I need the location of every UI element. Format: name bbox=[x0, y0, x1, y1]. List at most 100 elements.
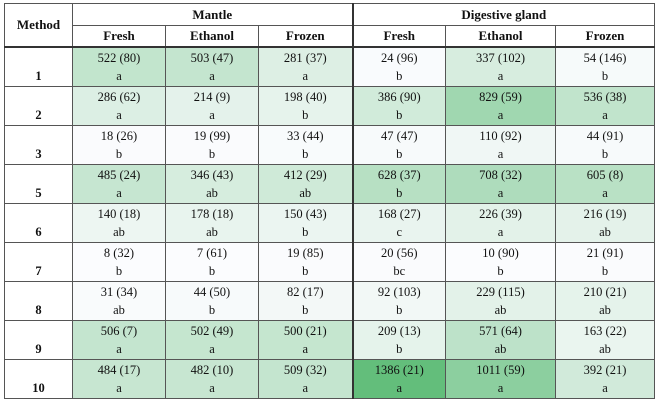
mean-sd: 386 (90) bbox=[377, 89, 421, 104]
group-header-digestive-gland: Digestive gland bbox=[351, 3, 656, 26]
value-cell: 503 (47) a bbox=[165, 46, 259, 87]
value-cell: 286 (62) a bbox=[72, 85, 166, 126]
mean-sd: 18 (26) bbox=[100, 128, 138, 143]
mean-sd: 1386 (21) bbox=[374, 362, 424, 377]
value-cell: 281 (37) a bbox=[257, 46, 354, 87]
mean-sd: 140 (18) bbox=[97, 206, 141, 221]
mean-sd: 31 (34) bbox=[100, 284, 138, 299]
mean-sd: 503 (47) bbox=[190, 50, 234, 65]
significance-group: b bbox=[115, 146, 123, 161]
significance-group: b bbox=[601, 146, 609, 161]
method-cell: 9 bbox=[4, 319, 73, 360]
significance-group: ab bbox=[113, 302, 125, 317]
table-row: 10 484 (17) a 482 (10) a 509 (32) a 1386 (21) a 1… bbox=[4, 358, 656, 399]
significance-group: a bbox=[302, 68, 309, 83]
significance-group: b bbox=[302, 146, 309, 161]
value-cell: 605 (8) a bbox=[555, 163, 656, 204]
mean-sd: 82 (17) bbox=[287, 284, 324, 299]
significance-group: a bbox=[602, 185, 608, 200]
significance-group: b bbox=[396, 107, 403, 122]
significance-group: b bbox=[208, 263, 216, 278]
value-cell: 485 (24) a bbox=[72, 163, 166, 204]
significance-group: b bbox=[302, 302, 309, 317]
value-cell: 140 (18) ab bbox=[72, 202, 166, 243]
value-cell: 829 (59) a bbox=[445, 85, 557, 126]
significance-group: a bbox=[497, 107, 504, 122]
mean-sd: 337 (102) bbox=[476, 50, 525, 65]
method-cell: 5 bbox=[4, 163, 73, 204]
significance-group: c bbox=[396, 224, 403, 239]
value-cell: 484 (17) a bbox=[72, 358, 166, 399]
value-cell: 708 (32) a bbox=[445, 163, 557, 204]
significance-group: a bbox=[302, 380, 309, 395]
mean-sd: 92 (103) bbox=[377, 284, 421, 299]
significance-group: ab bbox=[206, 185, 218, 200]
significance-group: b bbox=[497, 263, 504, 278]
mean-sd: 229 (115) bbox=[476, 284, 525, 299]
significance-group: a bbox=[396, 380, 403, 395]
mean-sd: 20 (56) bbox=[381, 245, 418, 260]
value-cell: 21 (91) b bbox=[555, 241, 656, 282]
mean-sd: 708 (32) bbox=[479, 167, 522, 182]
value-cell: 47 (47) b bbox=[351, 124, 447, 165]
value-cell: 33 (44) b bbox=[257, 124, 354, 165]
value-cell: 226 (39) a bbox=[445, 202, 557, 243]
mean-sd: 500 (21) bbox=[283, 323, 327, 338]
significance-group: b bbox=[208, 146, 216, 161]
value-cell: 198 (40) b bbox=[257, 85, 354, 126]
mean-sd: 44 (91) bbox=[586, 128, 624, 143]
mean-sd: 47 (47) bbox=[381, 128, 418, 143]
significance-group: a bbox=[116, 380, 122, 395]
table-row: 1 522 (80) a 503 (47) a 281 (37) a 24 (96) b 337 … bbox=[4, 46, 656, 87]
value-cell: 19 (85) b bbox=[257, 241, 354, 282]
value-cell: 110 (92) a bbox=[445, 124, 557, 165]
value-cell: 214 (9) a bbox=[165, 85, 259, 126]
mean-sd: 110 (92) bbox=[479, 128, 522, 143]
significance-group: a bbox=[497, 380, 504, 395]
mean-sd: 168 (27) bbox=[377, 206, 421, 221]
significance-group: b bbox=[396, 185, 403, 200]
value-cell: 150 (43) b bbox=[257, 202, 354, 243]
significance-group: a bbox=[497, 185, 504, 200]
significance-group: ab bbox=[599, 302, 611, 317]
significance-group: ab bbox=[299, 185, 312, 200]
value-cell: 44 (50) b bbox=[165, 280, 259, 321]
significance-group: b bbox=[601, 68, 609, 83]
value-cell: 1011 (59) a bbox=[445, 358, 557, 399]
mean-sd: 214 (9) bbox=[193, 89, 231, 104]
significance-group: a bbox=[116, 341, 122, 356]
method-header: Method bbox=[4, 3, 73, 47]
column-header: Fresh bbox=[351, 25, 447, 47]
method-cell: 2 bbox=[4, 85, 73, 126]
significance-group: a bbox=[209, 341, 215, 356]
value-cell: 500 (21) a bbox=[257, 319, 354, 360]
mean-sd: 216 (19) bbox=[583, 206, 627, 221]
mean-sd: 536 (38) bbox=[583, 89, 627, 104]
column-header: Ethanol bbox=[165, 25, 259, 47]
table-row: 7 8 (32) b 7 (61) b 19 (85) b 20 (56) bc 10 (90) b… bbox=[4, 241, 656, 282]
table-row: 6 140 (18) ab 178 (18) ab 150 (43) b 168 (27) c 2… bbox=[4, 202, 656, 243]
value-cell: 168 (27) c bbox=[351, 202, 447, 243]
mean-sd: 281 (37) bbox=[283, 50, 327, 65]
significance-group: a bbox=[209, 68, 215, 83]
table-row: 3 18 (26) b 19 (99) b 33 (44) b 47 (47) b 110 (92… bbox=[4, 124, 656, 165]
significance-group: a bbox=[602, 107, 608, 122]
mean-sd: 485 (24) bbox=[97, 167, 141, 182]
column-header: Ethanol bbox=[445, 25, 557, 47]
mean-sd: 19 (99) bbox=[193, 128, 231, 143]
table-row: 5 485 (24) a 346 (43) ab 412 (29) ab 628 (37) b 7… bbox=[4, 163, 656, 204]
method-cell: 6 bbox=[4, 202, 73, 243]
mean-sd: 392 (21) bbox=[583, 362, 627, 377]
significance-group: ab bbox=[599, 224, 611, 239]
mean-sd: 1011 (59) bbox=[476, 362, 525, 377]
column-header: Frozen bbox=[555, 25, 656, 47]
mean-sd: 54 (146) bbox=[583, 50, 627, 65]
significance-group: ab bbox=[494, 341, 507, 356]
mean-sd: 7 (61) bbox=[196, 245, 228, 260]
mean-sd: 286 (62) bbox=[97, 89, 141, 104]
mean-sd: 829 (59) bbox=[479, 89, 522, 104]
mean-sd: 209 (13) bbox=[377, 323, 421, 338]
mean-sd: 502 (49) bbox=[190, 323, 234, 338]
results-table: Method Mantle Digestive gland Fresh Etha… bbox=[4, 3, 656, 399]
value-cell: 386 (90) b bbox=[351, 85, 447, 126]
